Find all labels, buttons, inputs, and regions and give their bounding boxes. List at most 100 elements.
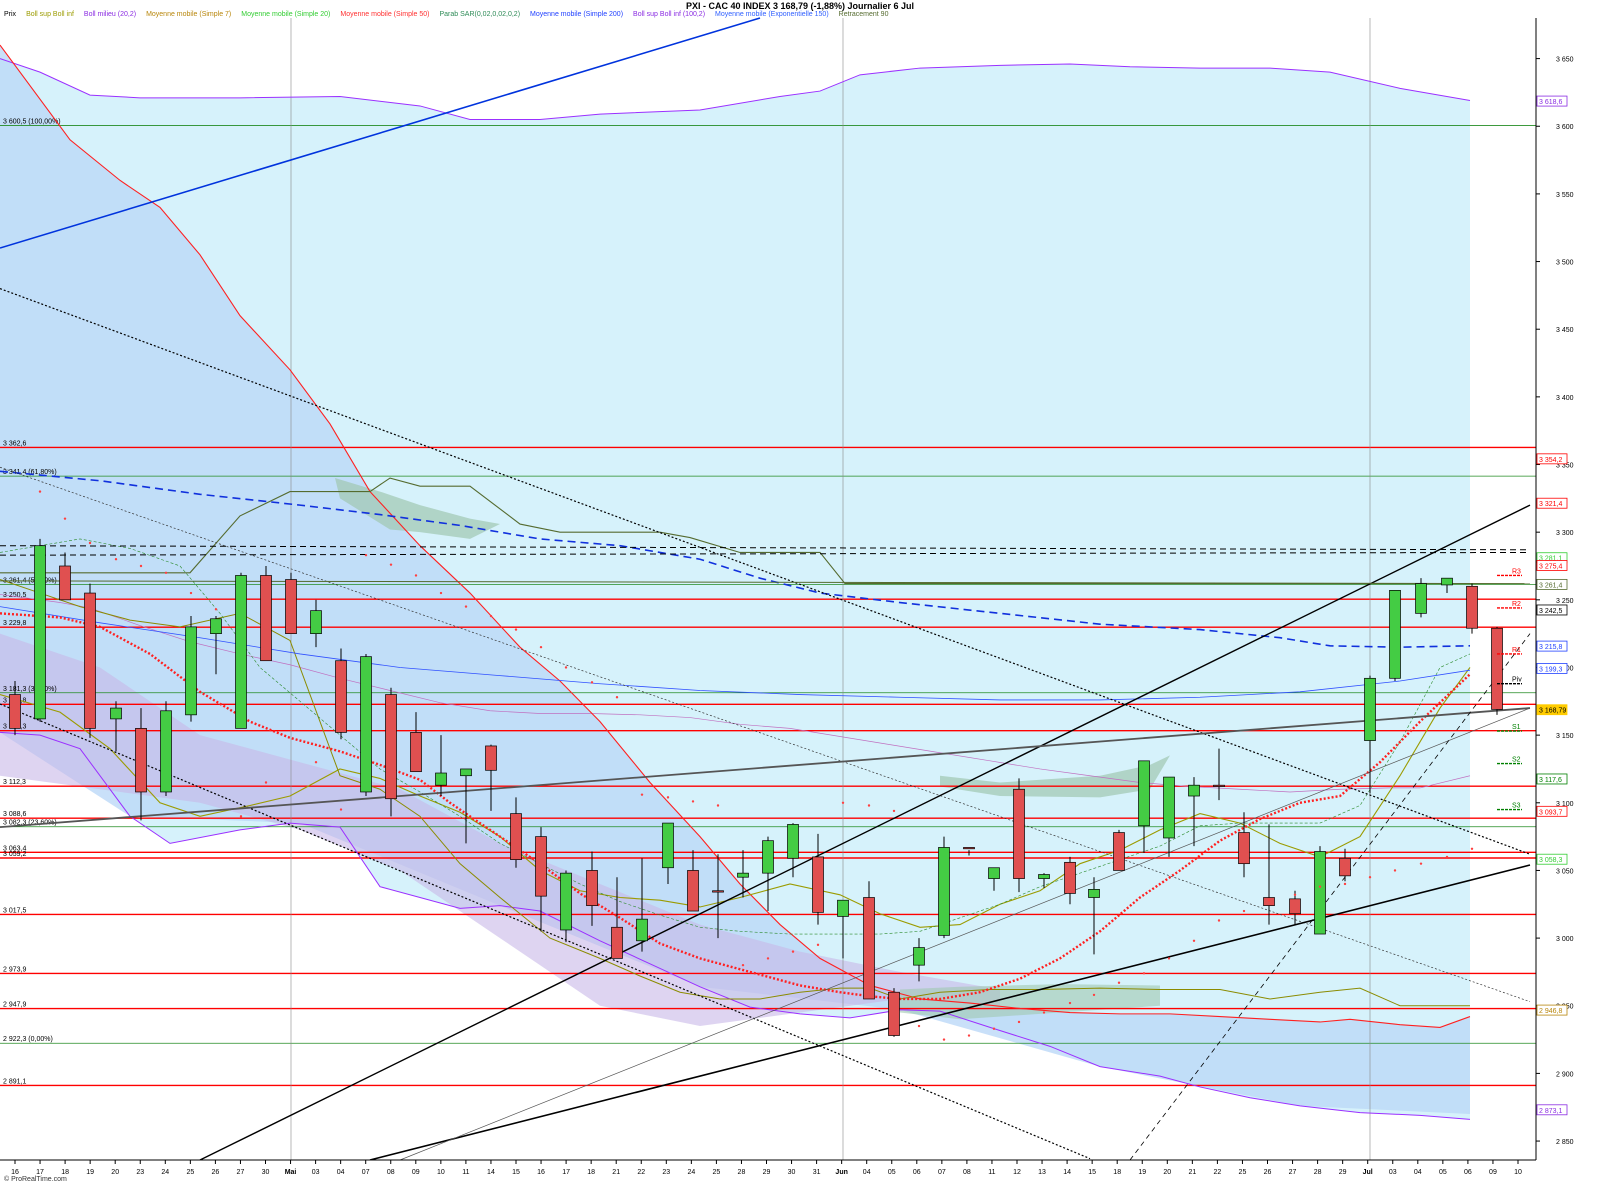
value-tag-label: 3 275,4 [1539, 563, 1562, 570]
pivot-label: S2 [1512, 757, 1521, 764]
y-tick-label: 2 850 [1556, 1139, 1574, 1146]
x-tick-label: 28 [738, 1169, 746, 1176]
x-tick-label: 03 [1389, 1169, 1397, 1176]
cloud-patch [940, 755, 1170, 798]
x-tick-label: 28 [1314, 1169, 1322, 1176]
y-tick-label: 2 900 [1556, 1071, 1574, 1078]
legend-item: Moyenne mobile (Exponentielle 150) [715, 11, 829, 18]
pivot-label: S1 [1512, 724, 1521, 731]
price-level-label: 3 059,2 [3, 851, 26, 858]
candle [335, 660, 347, 733]
value-tag [1536, 853, 1568, 865]
sar-dot [841, 801, 845, 804]
candle [59, 565, 71, 601]
candle [1013, 788, 1025, 879]
y-tick-label: 3 300 [1556, 530, 1574, 537]
candle [84, 592, 96, 729]
candle [888, 991, 900, 1036]
x-tick-label: 30 [788, 1169, 796, 1176]
x-tick-label: 15 [512, 1169, 520, 1176]
candle [360, 656, 372, 793]
legend-item: Moyenne mobile (Simple 20) [241, 11, 331, 18]
sar-dot [867, 804, 871, 807]
candle [310, 610, 322, 635]
sar-dot [1445, 855, 1449, 859]
candle [1038, 874, 1050, 879]
ma50-line [0, 44, 1471, 1028]
value-tag-label: 2 873,1 [1539, 1108, 1562, 1115]
x-tick-label: 23 [662, 1169, 670, 1176]
x-tick-label: 27 [237, 1169, 245, 1176]
value-tag [1536, 453, 1568, 465]
candle [1415, 583, 1427, 614]
sar-dot [666, 796, 670, 799]
sar-dot [1068, 1001, 1072, 1005]
price-level-label: 3 229,8 [3, 620, 26, 627]
x-tick-label: 20 [1163, 1169, 1171, 1176]
sar-dot [1217, 919, 1221, 922]
y-tick-label: 3 250 [1556, 598, 1574, 605]
sar-dot [214, 608, 218, 611]
sar-dot [239, 815, 243, 818]
candle [863, 897, 875, 1000]
x-tick-label: 23 [136, 1169, 144, 1176]
trendline [0, 703, 1091, 1160]
x-tick-label: 18 [61, 1169, 69, 1176]
x-axis-panel [0, 1160, 1600, 1200]
x-tick-label: 16 [537, 1169, 545, 1176]
candle [560, 872, 572, 931]
candle [1441, 577, 1453, 586]
x-tick-label: 05 [1439, 1169, 1447, 1176]
sar-dot [314, 760, 318, 764]
x-tick-label: 17 [562, 1169, 570, 1176]
sar-dot [640, 793, 644, 796]
boll-upper-line [0, 58, 1471, 120]
x-tick-label: 09 [1489, 1169, 1497, 1176]
x-tick-label: 14 [1063, 1169, 1071, 1176]
value-tag-label: 3 168,79 [1539, 708, 1566, 715]
legend-item: Moyenne mobile (Simple 200) [530, 11, 624, 18]
ema150-line [0, 470, 1471, 648]
trendline [399, 707, 1531, 1161]
x-tick-label: 24 [161, 1169, 169, 1176]
legend-item: Moyenne mobile (Simple 50) [340, 11, 430, 18]
pivot-label: R3 [1512, 568, 1521, 575]
candle [837, 899, 849, 917]
y-tick-label: 3 600 [1556, 124, 1574, 131]
x-tick-label: 19 [1138, 1169, 1146, 1176]
sar-dot [114, 558, 118, 561]
candle [160, 710, 172, 793]
trendline [369, 864, 1531, 1161]
x-tick-label: 22 [1214, 1169, 1222, 1176]
candle [1064, 861, 1076, 894]
sar-dot [439, 591, 443, 595]
value-tag [1536, 1004, 1568, 1016]
boll-lower-line [0, 731, 1471, 1120]
candle [1289, 898, 1301, 915]
price-level-label: 3 017,5 [3, 907, 26, 914]
candle [210, 618, 222, 635]
candle [662, 822, 674, 869]
sar-dot [38, 490, 42, 493]
sar-dot [1343, 882, 1347, 886]
sar-dot [766, 957, 770, 960]
candle [1113, 832, 1125, 871]
value-tag [1536, 578, 1568, 590]
candle [687, 870, 699, 912]
x-tick-label: 08 [963, 1169, 971, 1176]
x-tick-label: 18 [587, 1169, 595, 1176]
purple-zone [0, 633, 1000, 1027]
sar-dot [967, 1034, 971, 1037]
candle [988, 867, 1000, 879]
x-tick-label: 16 [11, 1169, 19, 1176]
candle [938, 847, 950, 936]
x-tick-label: 14 [487, 1169, 495, 1176]
cloud-patch [335, 478, 500, 539]
sar-dot [1242, 909, 1246, 913]
trendline [1129, 633, 1531, 1161]
candle [1491, 627, 1503, 710]
x-tick-label: 27 [1289, 1169, 1297, 1176]
sar-dot [464, 605, 468, 608]
sar-dot [816, 943, 820, 947]
